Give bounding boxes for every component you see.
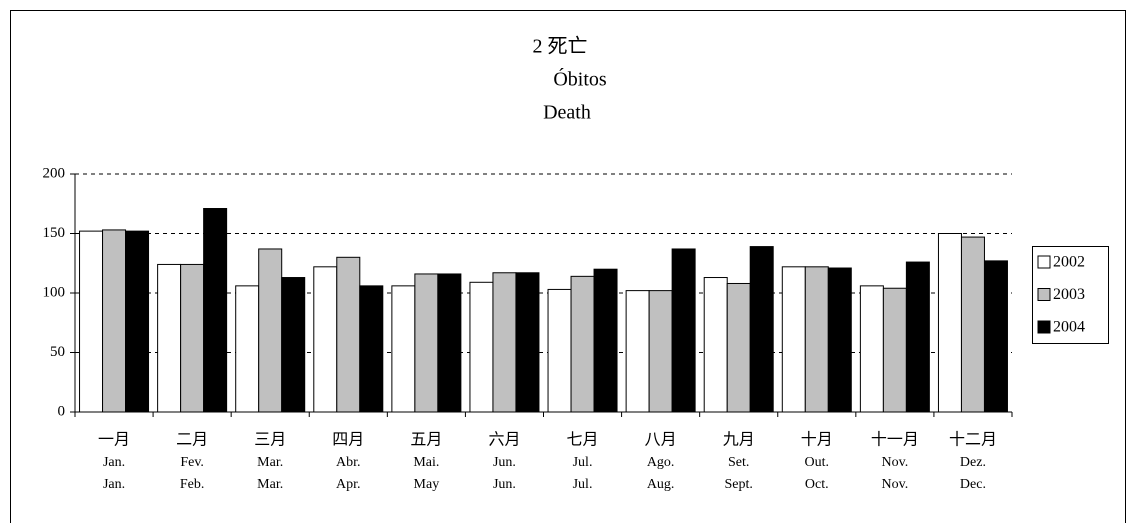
bar	[625, 290, 650, 413]
bar	[235, 285, 260, 413]
bar	[414, 273, 439, 413]
bar	[671, 248, 696, 413]
bar	[570, 275, 595, 413]
bar	[469, 281, 494, 413]
x-tick-label: 九月	[723, 431, 755, 449]
x-tick-label: Jul.	[573, 477, 593, 492]
bar	[102, 229, 127, 413]
x-tick-label: Out.	[805, 455, 830, 470]
bar	[983, 260, 1008, 413]
x-tick-label: Feb.	[180, 477, 205, 492]
x-tick-label: 三月	[254, 432, 286, 449]
x-tick-label: Oct.	[805, 477, 829, 492]
x-tick-label: Mai.	[413, 455, 439, 470]
bar	[437, 273, 462, 413]
bar	[281, 277, 306, 413]
bar	[960, 236, 985, 413]
bar	[859, 285, 884, 413]
legend-swatch	[1037, 288, 1051, 301]
x-tick-label: Jun.	[493, 455, 516, 470]
chart-title: 2 死亡	[533, 35, 588, 58]
bar	[781, 266, 806, 413]
x-tick-label: Dec.	[960, 477, 986, 492]
bar	[726, 282, 751, 413]
x-tick-label: Jul.	[573, 455, 593, 470]
x-tick-label: 十月	[801, 431, 833, 449]
y-tick-label: 50	[50, 344, 65, 360]
bar	[703, 277, 728, 413]
x-tick-label: 四月	[332, 432, 364, 449]
legend-swatch	[1037, 255, 1051, 269]
legend-label: 2003	[1053, 286, 1085, 303]
x-tick-label: 十一月	[871, 431, 919, 449]
x-tick-label: Nov.	[882, 477, 909, 492]
x-tick-label: Jan.	[103, 455, 125, 470]
bar	[804, 266, 829, 413]
bar	[593, 268, 618, 413]
bar	[336, 256, 361, 413]
x-tick-label: Jan.	[103, 477, 125, 492]
legend-label: 2004	[1053, 319, 1085, 336]
bar	[79, 230, 104, 413]
x-tick-label: 七月	[567, 431, 599, 449]
chart-frame	[10, 10, 1126, 528]
y-tick-label: 150	[43, 225, 66, 241]
bar	[359, 285, 384, 413]
bar	[882, 287, 907, 413]
chart-title: Death	[543, 102, 591, 124]
bar	[515, 272, 540, 413]
x-tick-label: Jun.	[493, 477, 516, 492]
chart-title: Óbitos	[553, 67, 607, 91]
x-tick-label: May	[414, 477, 440, 492]
x-tick-label: 十二月	[949, 431, 997, 449]
bar	[547, 288, 572, 413]
y-tick-label: 0	[58, 403, 66, 419]
x-tick-label: 八月	[645, 432, 677, 449]
bar	[258, 248, 283, 413]
x-tick-label: 一月	[98, 432, 130, 449]
x-tick-label: 五月	[410, 432, 442, 449]
bar	[157, 263, 182, 413]
bar	[180, 263, 205, 413]
bar	[749, 246, 774, 413]
bar	[827, 267, 852, 413]
x-tick-label: Fev.	[180, 455, 204, 470]
x-tick-label: Dez.	[960, 455, 986, 470]
y-tick-label: 200	[43, 165, 66, 181]
x-tick-label: Aug.	[647, 477, 675, 492]
bar	[905, 261, 930, 413]
x-tick-label: Abr.	[336, 455, 361, 470]
bar	[313, 266, 338, 413]
x-tick-label: Ago.	[647, 455, 675, 470]
x-tick-label: 六月	[488, 431, 520, 449]
x-tick-label: Nov.	[882, 455, 909, 470]
bar	[937, 233, 962, 413]
bar	[648, 290, 673, 413]
x-tick-label: Set.	[728, 455, 749, 470]
x-tick-label: Mar.	[257, 455, 283, 470]
bar	[125, 230, 150, 413]
bar	[492, 272, 517, 413]
x-tick-label: 二月	[176, 432, 208, 449]
x-tick-label: Sept.	[725, 477, 753, 492]
bar	[391, 285, 416, 413]
bar	[203, 208, 228, 413]
legend-label: 2002	[1053, 254, 1085, 271]
x-tick-label: Apr.	[336, 477, 361, 492]
x-tick-label: Mar.	[257, 477, 283, 492]
y-tick-label: 100	[43, 284, 66, 300]
legend-swatch	[1037, 320, 1051, 334]
